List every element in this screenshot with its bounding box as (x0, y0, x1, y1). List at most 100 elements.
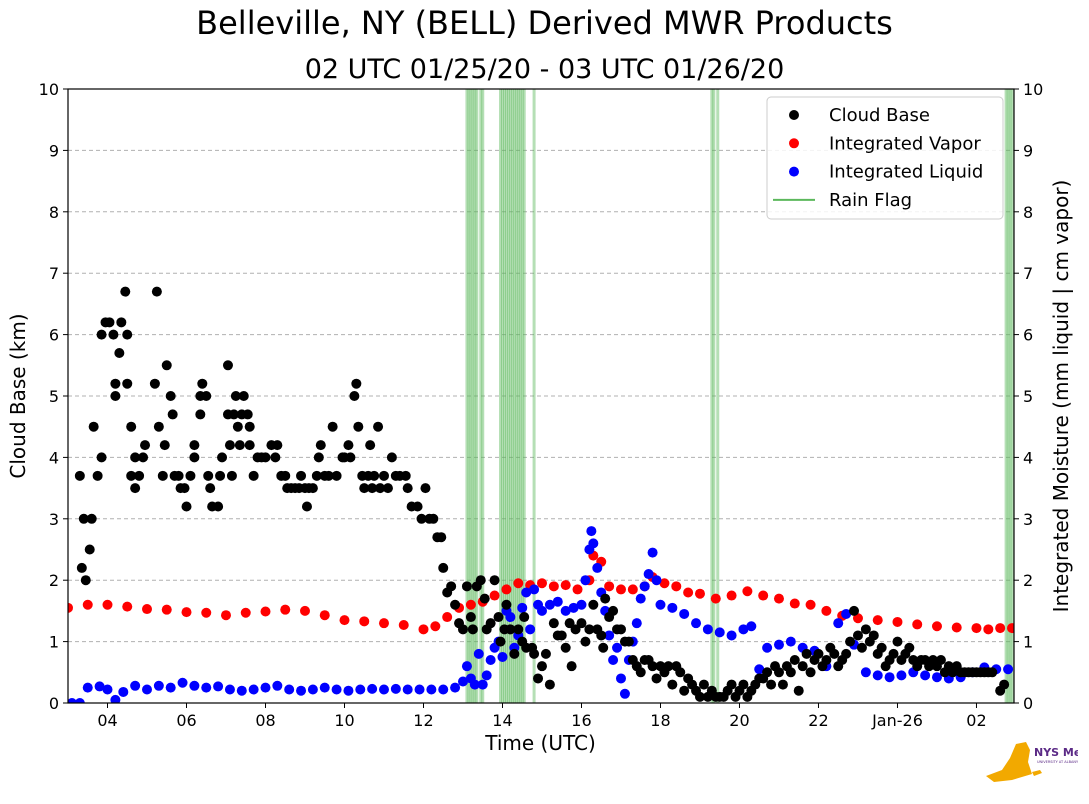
integrated-vapor-point (260, 606, 271, 617)
cloud-base-point (280, 470, 291, 481)
integrated-liquid-point (702, 624, 713, 635)
integrated-liquid-point (473, 648, 484, 659)
integrated-liquid-point (833, 618, 844, 629)
integrated-liquid-point (580, 575, 591, 586)
integrated-liquid-point (438, 684, 449, 695)
cloud-base-point (365, 440, 376, 451)
integrated-vapor-point (501, 584, 512, 595)
cloud-base-point (935, 655, 946, 666)
cloud-base-point (224, 440, 235, 451)
integrated-liquid-point (872, 670, 883, 681)
integrated-vapor-point (931, 621, 942, 632)
cloud-base-point (762, 667, 773, 678)
cloud-base-point (215, 470, 226, 481)
cloud-base-point (382, 483, 393, 494)
cloud-base-point (159, 440, 170, 451)
cloud-base-point (228, 409, 239, 420)
cloud-base-point (197, 378, 208, 389)
integrated-vapor-point (742, 586, 753, 597)
cloud-base-point (493, 612, 504, 623)
cloud-base-point (189, 440, 200, 451)
cloud-base-point (151, 286, 162, 297)
integrated-liquid-point (296, 685, 307, 696)
integrated-liquid-point (414, 684, 425, 695)
integrated-liquid-point (521, 587, 532, 598)
cloud-base-point (307, 483, 318, 494)
x-tick-label: 12 (413, 711, 433, 730)
integrated-liquid-point (402, 684, 413, 695)
integrated-vapor-point (805, 599, 816, 610)
integrated-liquid-point (272, 680, 283, 691)
integrated-liquid-point (130, 680, 141, 691)
integrated-liquid-point (619, 688, 630, 699)
integrated-vapor-point (951, 622, 962, 633)
integrated-vapor-point (560, 580, 571, 591)
integrated-liquid-point (560, 605, 571, 616)
cloud-base-point (126, 421, 137, 432)
cloud-base-point (213, 501, 224, 512)
cloud-base-point (130, 452, 141, 463)
integrated-liquid-point (592, 562, 603, 573)
chart-subtitle: 02 UTC 01/25/20 - 03 UTC 01/26/20 (304, 54, 785, 85)
cloud-base-point (386, 452, 397, 463)
integrated-liquid-point (754, 664, 765, 675)
integrated-liquid-point (110, 694, 121, 703)
integrated-liquid-point (785, 636, 796, 647)
integrated-vapor-point (872, 615, 883, 626)
integrated-vapor-point (726, 590, 737, 601)
cloud-base-point (675, 667, 686, 678)
cloud-base-point (600, 593, 611, 604)
cloud-base-point (805, 667, 816, 678)
cloud-base-point (244, 440, 255, 451)
integrated-liquid-point (426, 684, 437, 695)
integrated-liquid-point (450, 682, 461, 693)
cloud-base-point (888, 648, 899, 659)
cloud-base-point (323, 470, 334, 481)
cloud-base-point (412, 501, 423, 512)
integrated-vapor-point (418, 624, 429, 635)
cloud-base-point (647, 661, 658, 672)
cloud-base-point (868, 630, 879, 641)
cloud-base-point (84, 544, 95, 555)
cloud-base-point (428, 513, 439, 524)
y-tick-label-right: 2 (1023, 571, 1033, 590)
cloud-base-point (104, 317, 115, 328)
integrated-vapor-point (201, 607, 212, 618)
y-tick-label-right: 6 (1023, 326, 1033, 345)
cloud-base-point (179, 483, 190, 494)
integrated-liquid-point (224, 684, 235, 695)
cloud-base-point (623, 636, 634, 647)
y-tick-label-right: 7 (1023, 264, 1033, 283)
cloud-base-point (88, 421, 99, 432)
cloud-base-point (615, 624, 626, 635)
cloud-base-point (773, 667, 784, 678)
cloud-base-point (122, 329, 133, 340)
y-tick-label-right: 1 (1023, 633, 1033, 652)
cloud-base-point (313, 452, 324, 463)
x-tick-label: 10 (334, 711, 354, 730)
cloud-base-point (232, 421, 243, 432)
cloud-base-point (529, 648, 540, 659)
y-tick-label-right: 9 (1023, 141, 1033, 160)
integrated-liquid-point (568, 602, 579, 613)
cloud-base-point (436, 532, 447, 543)
integrated-vapor-point (789, 598, 800, 609)
cloud-base-point (544, 679, 555, 690)
integrated-liquid-point (586, 526, 597, 537)
cloud-base-point (110, 378, 121, 389)
cloud-base-point (813, 648, 824, 659)
integrated-vapor-point (971, 623, 982, 634)
cloud-base-point (270, 452, 281, 463)
y-axis-label-left: Cloud Base (km) (6, 313, 30, 479)
integrated-liquid-point (714, 627, 725, 638)
cloud-base-point (345, 452, 356, 463)
integrated-vapor-point (513, 578, 524, 589)
legend-label: Cloud Base (829, 105, 930, 126)
cloud-base-point (856, 642, 867, 653)
cloud-base-point (373, 421, 384, 432)
integrated-vapor-point (465, 599, 476, 610)
cloud-base-point (588, 599, 599, 610)
cloud-base-point (108, 329, 119, 340)
integrated-vapor-point (659, 578, 670, 589)
integrated-liquid-point (94, 681, 105, 692)
